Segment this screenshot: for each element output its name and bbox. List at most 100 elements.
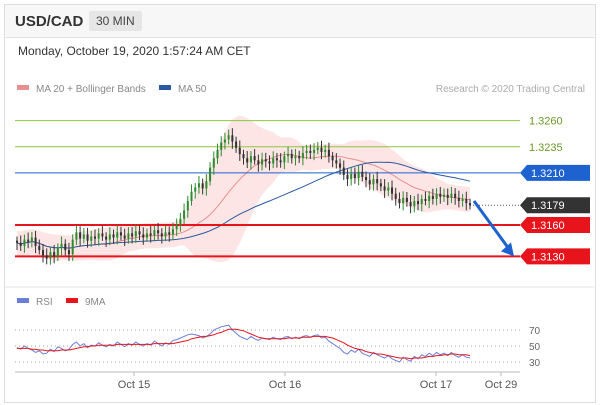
candle bbox=[313, 143, 316, 161]
candle bbox=[183, 203, 186, 225]
chart-datetime: Monday, October 19, 2020 1:57:24 AM CET bbox=[18, 44, 251, 58]
candle bbox=[153, 225, 156, 242]
candle bbox=[123, 228, 126, 246]
candle bbox=[379, 178, 382, 192]
candle bbox=[160, 228, 163, 244]
candle bbox=[309, 144, 312, 159]
candle bbox=[45, 248, 48, 265]
candle bbox=[272, 151, 275, 169]
rsi-tick-label: 30 bbox=[529, 358, 541, 369]
bollinger-bands bbox=[17, 115, 470, 263]
candle bbox=[439, 186, 442, 204]
x-tick-label: Oct 15 bbox=[118, 379, 150, 391]
candle bbox=[420, 194, 423, 212]
candle bbox=[287, 146, 290, 163]
candle bbox=[468, 198, 472, 210]
forecast-arrow-shaft bbox=[472, 200, 512, 252]
candle bbox=[431, 188, 434, 205]
forecast-arrow-head bbox=[501, 242, 514, 257]
candle bbox=[164, 225, 167, 242]
candle bbox=[428, 190, 431, 209]
level-label-1-3235: 1.3235 bbox=[529, 142, 563, 154]
timeframe-button[interactable]: 30 MIN bbox=[89, 11, 142, 31]
rsi-line bbox=[16, 324, 471, 363]
moving-averages bbox=[16, 153, 471, 249]
rsi-ma-legend-label: 9MA bbox=[85, 297, 106, 308]
candle bbox=[56, 243, 59, 262]
ma50-legend-swatch bbox=[159, 85, 171, 90]
candle bbox=[15, 236, 19, 251]
candle bbox=[320, 140, 323, 160]
candle bbox=[268, 155, 271, 171]
candle bbox=[242, 149, 245, 165]
candle bbox=[186, 195, 189, 218]
candle bbox=[394, 187, 397, 206]
candle bbox=[90, 230, 93, 247]
candle bbox=[365, 171, 368, 188]
candle bbox=[71, 234, 74, 261]
candle bbox=[324, 144, 327, 158]
ma20-legend-swatch bbox=[17, 85, 29, 90]
candle bbox=[93, 229, 96, 245]
candle bbox=[30, 231, 33, 248]
ma50-line bbox=[16, 161, 471, 249]
candle bbox=[253, 149, 256, 165]
candle bbox=[142, 227, 145, 245]
candle bbox=[157, 223, 160, 240]
candle bbox=[201, 178, 204, 195]
candle bbox=[301, 146, 304, 166]
candle bbox=[101, 226, 104, 241]
candle bbox=[279, 153, 282, 168]
candle bbox=[409, 195, 412, 214]
candle bbox=[391, 180, 394, 201]
candle bbox=[327, 142, 330, 163]
candle bbox=[275, 152, 278, 168]
candle bbox=[53, 244, 56, 264]
ma50-legend-label: MA 50 bbox=[178, 84, 207, 95]
level-label-1-3130: 1.3130 bbox=[531, 251, 565, 263]
candle bbox=[194, 183, 197, 199]
candle bbox=[38, 239, 41, 255]
candle bbox=[75, 225, 78, 245]
level-label-1-3260: 1.3260 bbox=[529, 116, 563, 128]
rsi-legend-label: RSI bbox=[36, 297, 53, 308]
candle bbox=[342, 160, 345, 180]
candle bbox=[446, 188, 449, 206]
symbol-label: USD/CAD bbox=[15, 13, 84, 30]
candle bbox=[19, 235, 22, 251]
candle bbox=[168, 226, 171, 242]
rsi-tick-label: 50 bbox=[529, 342, 541, 353]
price-levels bbox=[15, 120, 520, 258]
candle bbox=[171, 222, 174, 240]
forecast-arrow bbox=[472, 200, 514, 257]
candle bbox=[402, 191, 405, 211]
rsi-grid: 70 50 30 bbox=[15, 326, 541, 369]
candle bbox=[398, 192, 401, 209]
candle bbox=[108, 227, 111, 246]
candle bbox=[82, 227, 85, 244]
level-tag-1-3210 bbox=[520, 164, 590, 181]
candle bbox=[435, 188, 438, 206]
candle bbox=[127, 227, 130, 244]
candle bbox=[350, 167, 353, 186]
candle bbox=[305, 144, 308, 160]
x-tick-label: Oct 29 bbox=[485, 379, 517, 391]
candle bbox=[67, 242, 71, 261]
candle bbox=[41, 243, 45, 263]
research-credit: Research © 2020 Trading Central bbox=[436, 84, 585, 95]
candle bbox=[216, 143, 219, 164]
rsi-ma-line bbox=[17, 328, 471, 360]
candle bbox=[461, 194, 464, 207]
candle bbox=[179, 212, 182, 232]
x-tick-label: Oct 16 bbox=[269, 379, 301, 391]
candle bbox=[368, 172, 371, 191]
candle bbox=[376, 171, 379, 191]
candle bbox=[335, 153, 338, 169]
price-level-labels: 1.3260 1.3235 1.3210 1.3179 1.3160 1.3130 bbox=[520, 116, 590, 265]
candle bbox=[316, 142, 319, 155]
candle bbox=[209, 162, 212, 186]
candlesticks bbox=[15, 128, 472, 265]
candle bbox=[424, 191, 427, 206]
candle bbox=[264, 152, 267, 168]
candle bbox=[131, 227, 134, 244]
